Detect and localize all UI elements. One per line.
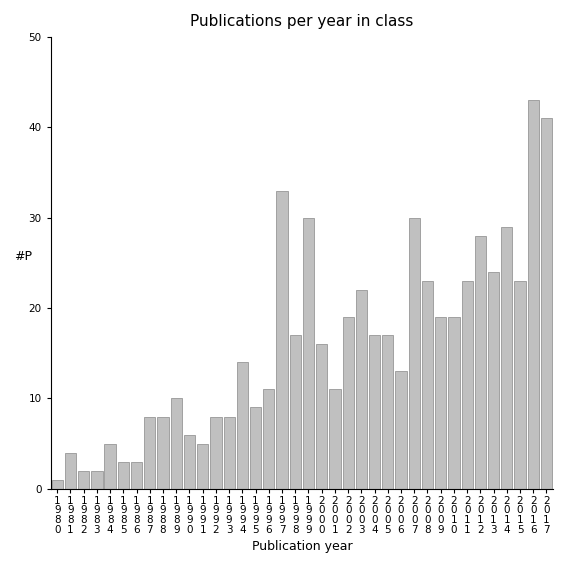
Bar: [52, 480, 63, 489]
Bar: [237, 362, 248, 489]
Bar: [91, 471, 103, 489]
Bar: [250, 408, 261, 489]
Bar: [263, 390, 274, 489]
Bar: [303, 218, 314, 489]
Bar: [104, 443, 116, 489]
Bar: [144, 417, 155, 489]
Bar: [356, 290, 367, 489]
Bar: [316, 344, 327, 489]
Bar: [422, 281, 433, 489]
Bar: [329, 390, 341, 489]
Bar: [475, 236, 486, 489]
Bar: [501, 227, 513, 489]
Bar: [514, 281, 526, 489]
Bar: [65, 452, 76, 489]
Bar: [184, 434, 195, 489]
Bar: [462, 281, 473, 489]
Bar: [435, 317, 446, 489]
Bar: [276, 191, 287, 489]
Bar: [223, 417, 235, 489]
Bar: [197, 443, 208, 489]
Bar: [528, 100, 539, 489]
Bar: [131, 462, 142, 489]
Bar: [409, 218, 420, 489]
Bar: [369, 335, 380, 489]
Bar: [210, 417, 222, 489]
Bar: [342, 317, 354, 489]
Bar: [290, 335, 301, 489]
Bar: [118, 462, 129, 489]
X-axis label: Publication year: Publication year: [252, 540, 352, 553]
Bar: [448, 317, 459, 489]
Bar: [541, 119, 552, 489]
Bar: [171, 399, 182, 489]
Bar: [78, 471, 89, 489]
Bar: [158, 417, 168, 489]
Bar: [395, 371, 407, 489]
Bar: [488, 272, 499, 489]
Bar: [382, 335, 393, 489]
Y-axis label: #P: #P: [14, 250, 32, 263]
Title: Publications per year in class: Publications per year in class: [190, 14, 413, 29]
